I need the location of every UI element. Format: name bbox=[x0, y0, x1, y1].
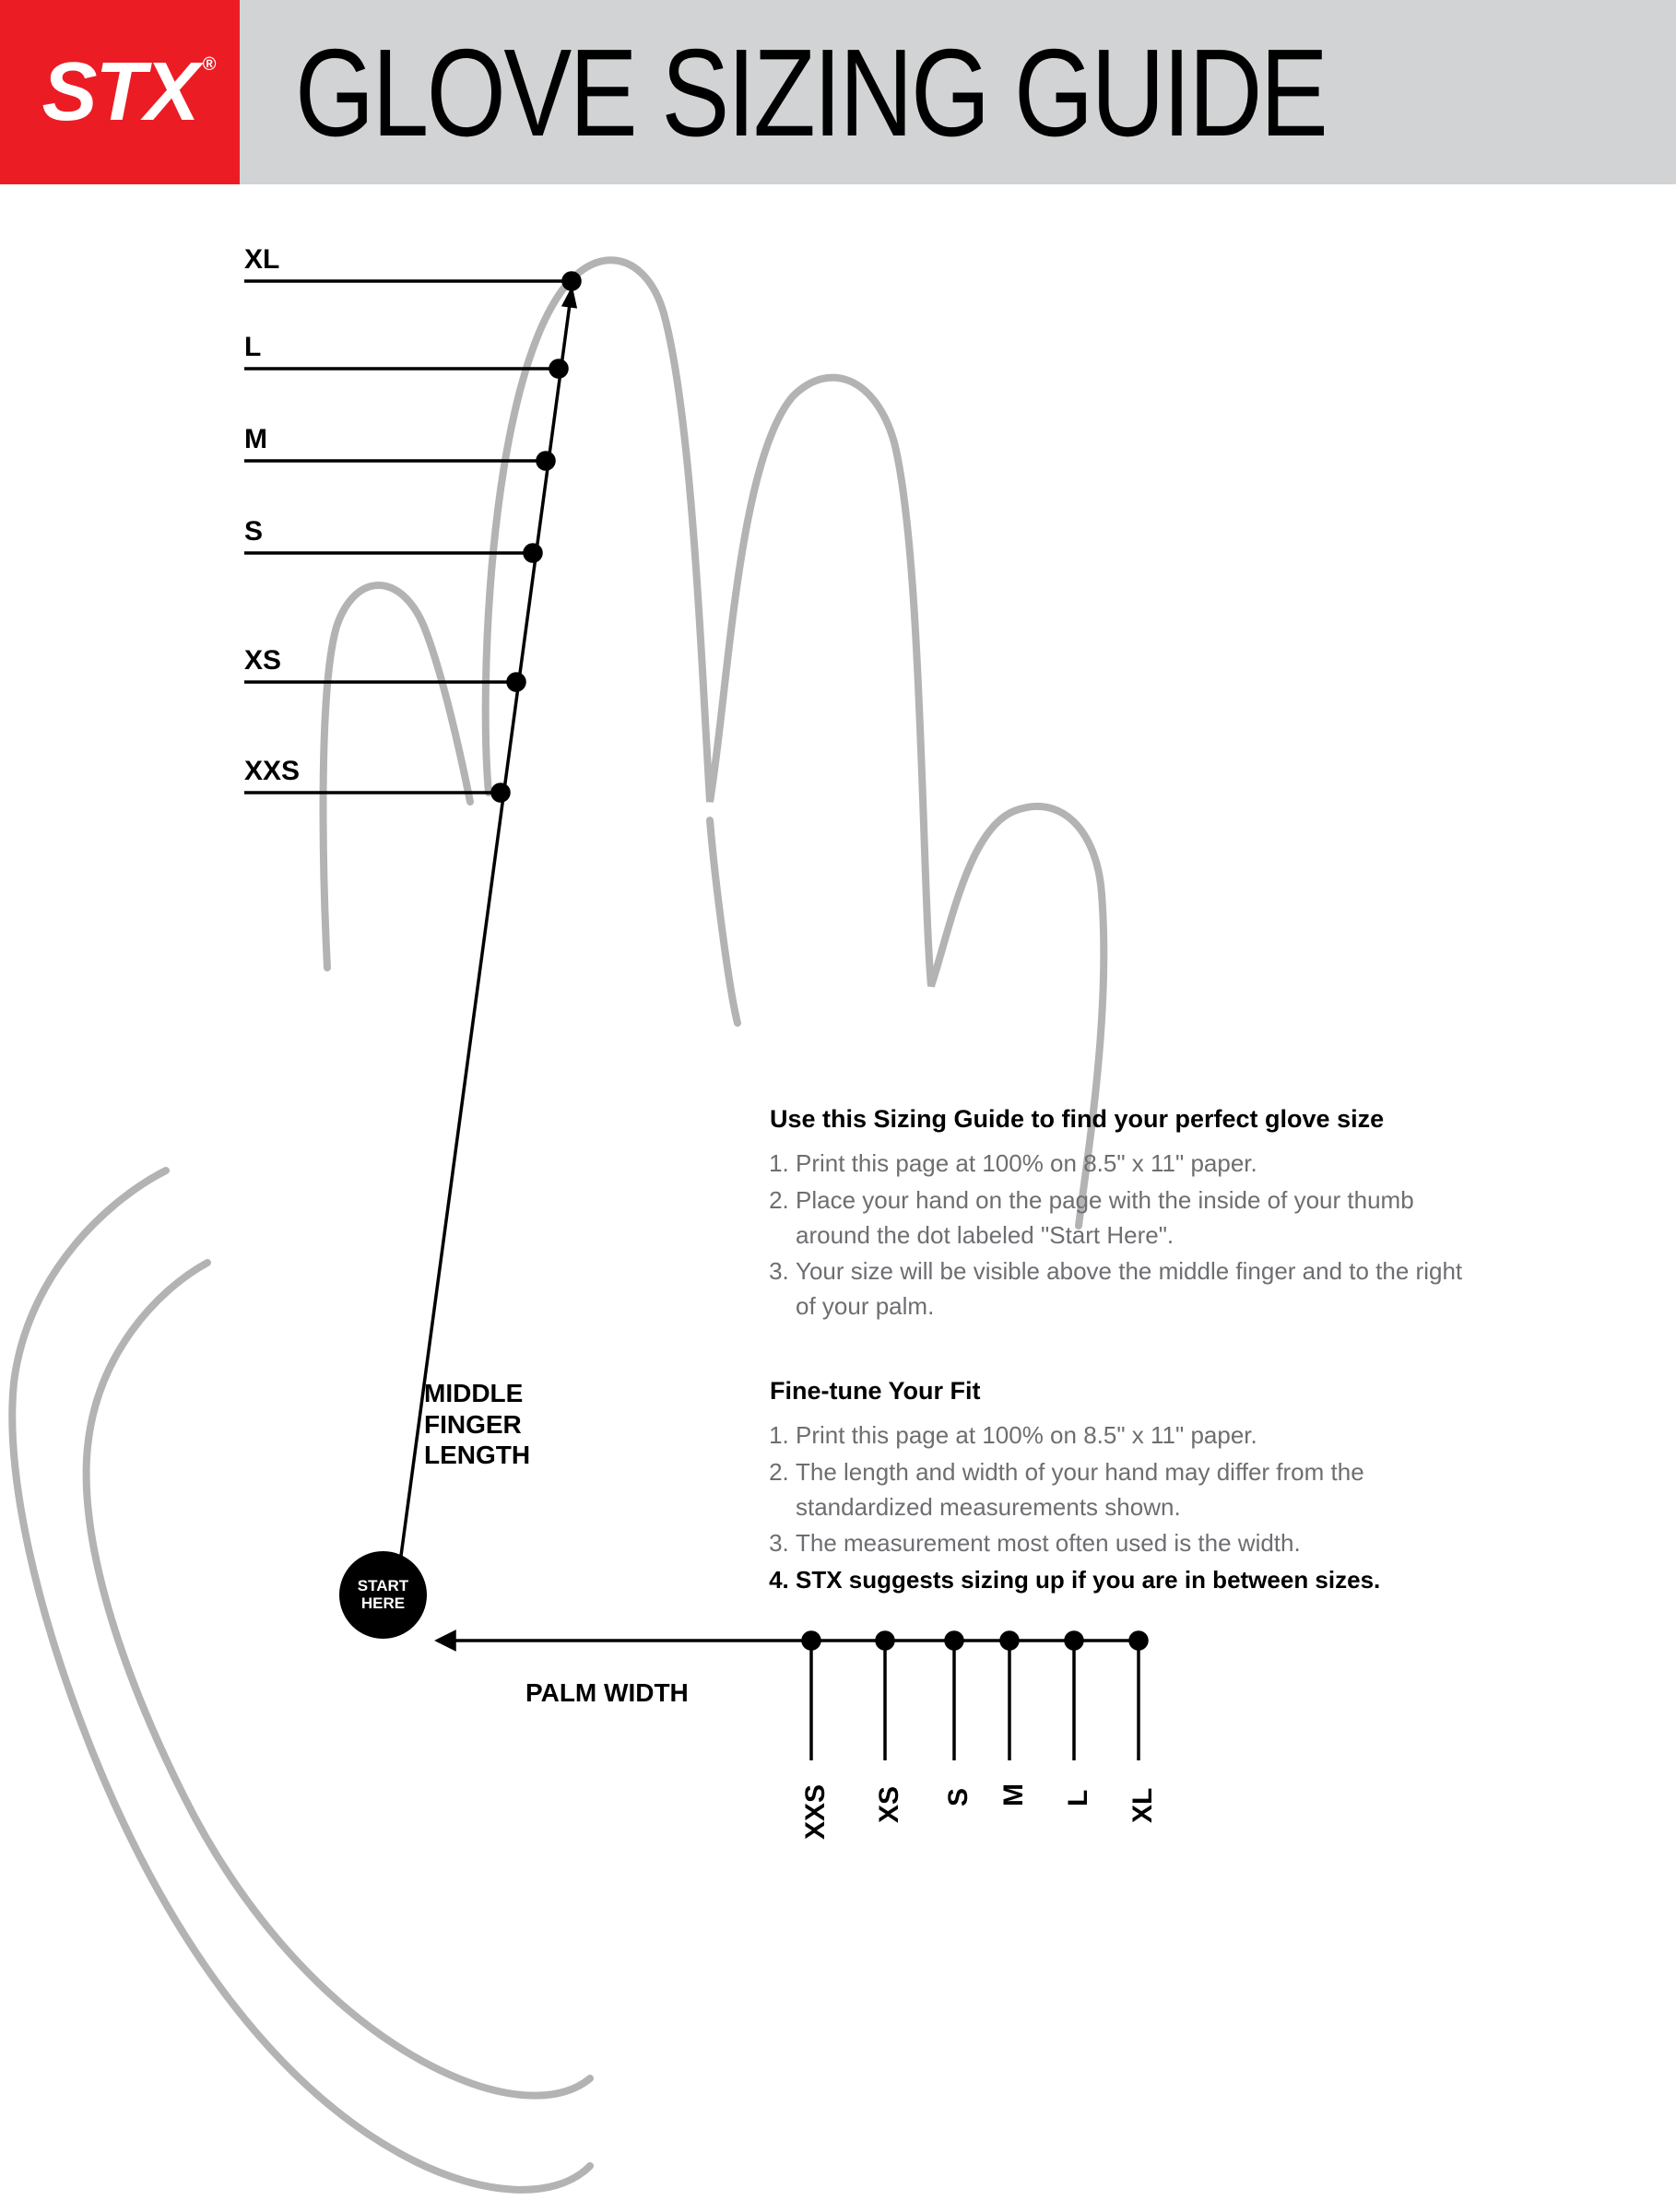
palm-size-label-l: L bbox=[1063, 1790, 1094, 1806]
instr2-list: Print this page at 100% on 8.5" x 11" pa… bbox=[770, 1418, 1489, 1597]
instr1-item: Your size will be visible above the midd… bbox=[796, 1254, 1470, 1324]
instr2-item: Print this page at 100% on 8.5" x 11" pa… bbox=[796, 1418, 1489, 1453]
logo-text: STX bbox=[41, 45, 197, 140]
finger-axis-label: MIDDLEFINGERLENGTH bbox=[424, 1378, 530, 1471]
palm-size-label-xl: XL bbox=[1127, 1788, 1159, 1823]
instr2-heading: Fine-tune Your Fit bbox=[770, 1373, 1489, 1409]
palm-axis-label: PALM WIDTH bbox=[525, 1677, 689, 1709]
logo-box: STX bbox=[0, 0, 240, 184]
finger-size-label-l: L bbox=[244, 332, 261, 363]
instr2-item: The length and width of your hand may di… bbox=[796, 1455, 1489, 1524]
hand-large-thumb-wrist bbox=[12, 1171, 590, 2190]
instructions-sizing-guide: Use this Sizing Guide to find your perfe… bbox=[770, 1101, 1470, 1326]
header: STX GLOVE SIZING GUIDE bbox=[0, 0, 1676, 184]
start-line1: START bbox=[358, 1578, 408, 1595]
palm-size-label-xxs: XXS bbox=[800, 1784, 832, 1840]
finger-size-label-xl: XL bbox=[244, 244, 279, 276]
instr2-item: The measurement most often used is the w… bbox=[796, 1526, 1489, 1561]
finger-size-label-xs: XS bbox=[244, 645, 281, 677]
finger-size-label-m: M bbox=[244, 424, 267, 455]
title-box: GLOVE SIZING GUIDE bbox=[240, 0, 1676, 184]
finger-size-label-xxs: XXS bbox=[244, 756, 300, 787]
instructions-fine-tune: Fine-tune Your Fit Print this page at 10… bbox=[770, 1373, 1489, 1600]
instr1-item: Print this page at 100% on 8.5" x 11" pa… bbox=[796, 1147, 1470, 1182]
hand-small-ring bbox=[710, 820, 738, 1023]
palm-size-label-m: M bbox=[998, 1783, 1030, 1806]
sizing-diagram: START HERE XL L M S XS XXS MIDDLEFINGERLENGTH… bbox=[0, 230, 1676, 2212]
hand-small-index bbox=[324, 585, 470, 968]
finger-size-label-s: S bbox=[244, 516, 263, 547]
palm-size-label-s: S bbox=[943, 1788, 974, 1806]
instr1-list: Print this page at 100% on 8.5" x 11" pa… bbox=[770, 1147, 1470, 1324]
instr1-item: Place your hand on the page with the ins… bbox=[796, 1183, 1470, 1253]
hand-large-fingers bbox=[486, 260, 1104, 1226]
start-line2: HERE bbox=[361, 1595, 405, 1613]
start-here-marker: START HERE bbox=[339, 1551, 427, 1639]
palm-size-label-xs: XS bbox=[874, 1786, 905, 1823]
page-title: GLOVE SIZING GUIDE bbox=[295, 21, 1326, 164]
instr2-bold-item: STX suggests sizing up if you are in bet… bbox=[796, 1563, 1489, 1598]
instr1-heading: Use this Sizing Guide to find your perfe… bbox=[770, 1101, 1470, 1137]
